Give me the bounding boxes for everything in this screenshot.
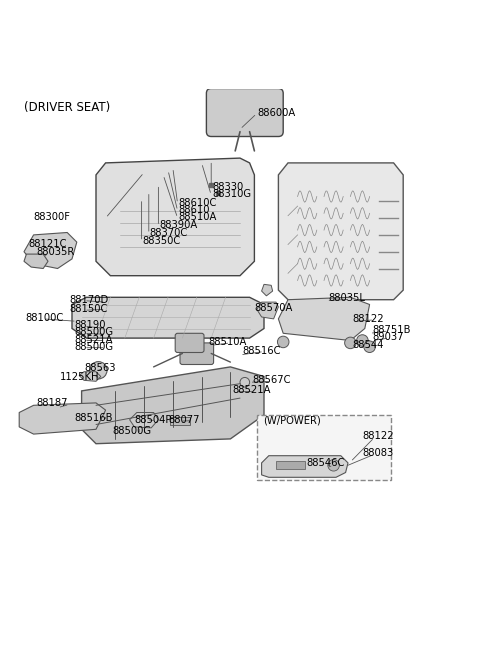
Text: 88500G: 88500G bbox=[74, 342, 114, 351]
Text: 88370C: 88370C bbox=[150, 228, 188, 238]
FancyBboxPatch shape bbox=[175, 333, 204, 353]
Text: 88035R: 88035R bbox=[36, 246, 74, 257]
Text: 88546C: 88546C bbox=[306, 459, 345, 468]
Text: 88100C: 88100C bbox=[25, 313, 63, 323]
Polygon shape bbox=[278, 163, 403, 300]
Circle shape bbox=[328, 459, 339, 471]
Polygon shape bbox=[96, 158, 254, 276]
Polygon shape bbox=[130, 413, 158, 428]
Text: 89037: 89037 bbox=[372, 332, 404, 342]
Circle shape bbox=[240, 378, 250, 387]
Text: 88150C: 88150C bbox=[70, 304, 108, 314]
Circle shape bbox=[364, 341, 375, 353]
Circle shape bbox=[357, 334, 368, 346]
Polygon shape bbox=[72, 298, 264, 338]
Text: 88122: 88122 bbox=[353, 314, 384, 324]
Text: 88121C: 88121C bbox=[29, 239, 67, 249]
Polygon shape bbox=[278, 298, 370, 340]
Polygon shape bbox=[262, 284, 273, 296]
Text: 88170D: 88170D bbox=[70, 295, 109, 305]
Text: (W/POWER): (W/POWER) bbox=[263, 416, 321, 426]
FancyBboxPatch shape bbox=[257, 415, 391, 480]
Text: 88510A: 88510A bbox=[209, 337, 247, 347]
Text: 88122: 88122 bbox=[362, 431, 394, 441]
Text: 88567C: 88567C bbox=[252, 375, 290, 386]
Polygon shape bbox=[24, 233, 77, 269]
Text: 88500G: 88500G bbox=[74, 327, 114, 337]
Text: 88544: 88544 bbox=[353, 340, 384, 350]
Text: 88390A: 88390A bbox=[159, 220, 198, 231]
Text: 88300F: 88300F bbox=[34, 212, 71, 222]
Polygon shape bbox=[19, 403, 106, 434]
Text: 88035L: 88035L bbox=[329, 293, 366, 304]
Text: 88187: 88187 bbox=[36, 398, 68, 408]
Text: 88610: 88610 bbox=[179, 205, 210, 215]
Text: 1125KH: 1125KH bbox=[60, 372, 99, 382]
Text: 88510A: 88510A bbox=[179, 212, 217, 222]
Polygon shape bbox=[262, 456, 348, 477]
Text: 88500G: 88500G bbox=[113, 426, 152, 436]
Text: 88521A: 88521A bbox=[74, 334, 113, 344]
Text: 88310G: 88310G bbox=[212, 189, 252, 199]
Text: 88751B: 88751B bbox=[372, 325, 410, 335]
Text: 88563: 88563 bbox=[84, 363, 116, 373]
Text: 88504P: 88504P bbox=[134, 415, 172, 425]
Text: 88083: 88083 bbox=[362, 448, 394, 458]
Text: 88350C: 88350C bbox=[143, 236, 181, 246]
Bar bbox=[276, 461, 305, 468]
Text: 88600A: 88600A bbox=[258, 108, 296, 118]
Text: 88570A: 88570A bbox=[254, 303, 293, 313]
Text: 88330: 88330 bbox=[212, 182, 243, 192]
Text: 88610C: 88610C bbox=[179, 198, 217, 208]
Bar bbox=[170, 417, 190, 426]
FancyBboxPatch shape bbox=[206, 89, 283, 137]
Text: (DRIVER SEAT): (DRIVER SEAT) bbox=[24, 101, 110, 114]
Polygon shape bbox=[79, 372, 101, 381]
Polygon shape bbox=[82, 367, 264, 443]
Text: 88516B: 88516B bbox=[74, 413, 113, 423]
Polygon shape bbox=[24, 254, 48, 269]
Text: 88190: 88190 bbox=[74, 320, 106, 330]
Circle shape bbox=[90, 361, 107, 379]
Circle shape bbox=[277, 336, 289, 348]
FancyBboxPatch shape bbox=[180, 343, 214, 365]
Text: 88516C: 88516C bbox=[242, 346, 281, 355]
Text: 88521A: 88521A bbox=[233, 386, 271, 396]
Polygon shape bbox=[257, 302, 278, 319]
Text: 88077: 88077 bbox=[168, 415, 200, 425]
Circle shape bbox=[345, 337, 356, 349]
